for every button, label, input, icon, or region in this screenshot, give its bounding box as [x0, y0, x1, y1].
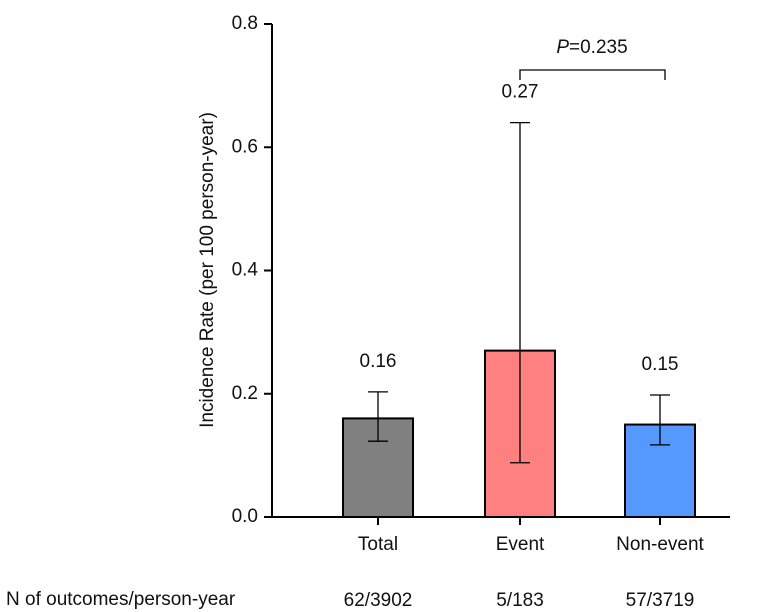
- footer-value: 5/183: [496, 590, 544, 611]
- bar: [624, 423, 696, 518]
- significance-bracket: [519, 69, 666, 80]
- x-tick-label: Total: [358, 534, 398, 555]
- footer-label: N of outcomes/person-year: [6, 589, 236, 610]
- y-tick-label: 0.8: [232, 13, 258, 34]
- footer-value: 57/3719: [626, 590, 695, 611]
- y-axis-label: Incidence Rate (per 100 person-year): [197, 112, 218, 428]
- p-number: =0.235: [569, 37, 628, 58]
- x-tick-label: Non-event: [616, 534, 704, 555]
- error-bar: [510, 121, 530, 464]
- y-tick-label: 0.6: [232, 136, 258, 157]
- p-value: P=0.235: [556, 37, 627, 58]
- y-tick-label: 0.2: [232, 383, 258, 404]
- value-label: 0.16: [360, 351, 397, 372]
- error-bar: [368, 391, 388, 442]
- error-bar: [650, 394, 670, 446]
- value-label: 0.27: [502, 82, 539, 103]
- y-tick-label: 0.0: [232, 506, 258, 527]
- x-tick-label: Event: [496, 534, 545, 555]
- y-tick-label: 0.4: [232, 260, 259, 281]
- footer-value: 62/3902: [344, 590, 413, 611]
- p-symbol: P: [556, 37, 569, 58]
- value-label: 0.15: [642, 354, 679, 375]
